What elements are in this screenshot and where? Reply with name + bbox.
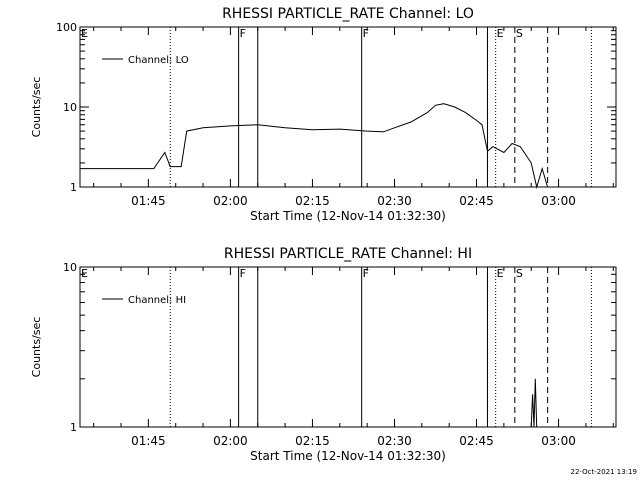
annotation-label: E xyxy=(497,27,504,40)
x-axis-label: Start Time (12-Nov-14 01:32:30) xyxy=(250,449,446,463)
x-tick-label: 02:30 xyxy=(377,194,412,208)
y-tick-label: 10 xyxy=(63,261,77,274)
annotation-label: F xyxy=(363,27,369,40)
x-tick-label: 02:15 xyxy=(295,434,330,448)
x-tick-label: 03:00 xyxy=(541,434,576,448)
annotation-label: S xyxy=(516,27,523,40)
x-tick-label: 01:45 xyxy=(131,434,166,448)
annotation-label: F xyxy=(363,267,369,280)
y-tick-label: 10 xyxy=(63,101,77,114)
chart-title: RHESSI PARTICLE_RATE Channel: LO xyxy=(222,6,474,22)
panel-lo: RHESSI PARTICLE_RATE Channel: LO Counts/s… xyxy=(30,6,617,223)
annotation-label: E xyxy=(497,267,504,280)
x-axis-label: Start Time (12-Nov-14 01:32:30) xyxy=(250,209,446,223)
annotation-label: E xyxy=(81,27,88,40)
y-tick-label: 1 xyxy=(70,421,77,434)
annotation-label: F xyxy=(240,27,246,40)
x-tick-label: 02:00 xyxy=(213,434,248,448)
legend-entry: Channel: HI xyxy=(128,295,186,306)
x-tick-label: 02:00 xyxy=(213,194,248,208)
plot-frame xyxy=(79,266,617,428)
x-tick-label: 01:45 xyxy=(131,194,166,208)
annotation-label: F xyxy=(240,267,246,280)
y-axis-label: Counts/sec xyxy=(30,77,43,138)
x-tick-label: 02:45 xyxy=(459,434,494,448)
x-tick-label: 02:15 xyxy=(295,194,330,208)
x-tick-label: 02:45 xyxy=(459,194,494,208)
series-line xyxy=(80,103,575,189)
y-tick-label: 1 xyxy=(70,181,77,194)
footer-timestamp: 22-Oct-2021 13:19 xyxy=(571,468,637,476)
x-tick-label: 03:00 xyxy=(541,194,576,208)
chart-title: RHESSI PARTICLE_RATE Channel: HI xyxy=(224,246,472,262)
y-axis-label: Counts/sec xyxy=(30,317,43,378)
annotation-label: E xyxy=(81,267,88,280)
panel-hi: RHESSI PARTICLE_RATE Channel: HI Counts/s… xyxy=(30,246,617,463)
legend-entry: Channel: LO xyxy=(128,55,189,66)
x-tick-label: 02:30 xyxy=(377,434,412,448)
annotation-label: S xyxy=(516,267,523,280)
y-tick-label: 100 xyxy=(56,21,77,34)
